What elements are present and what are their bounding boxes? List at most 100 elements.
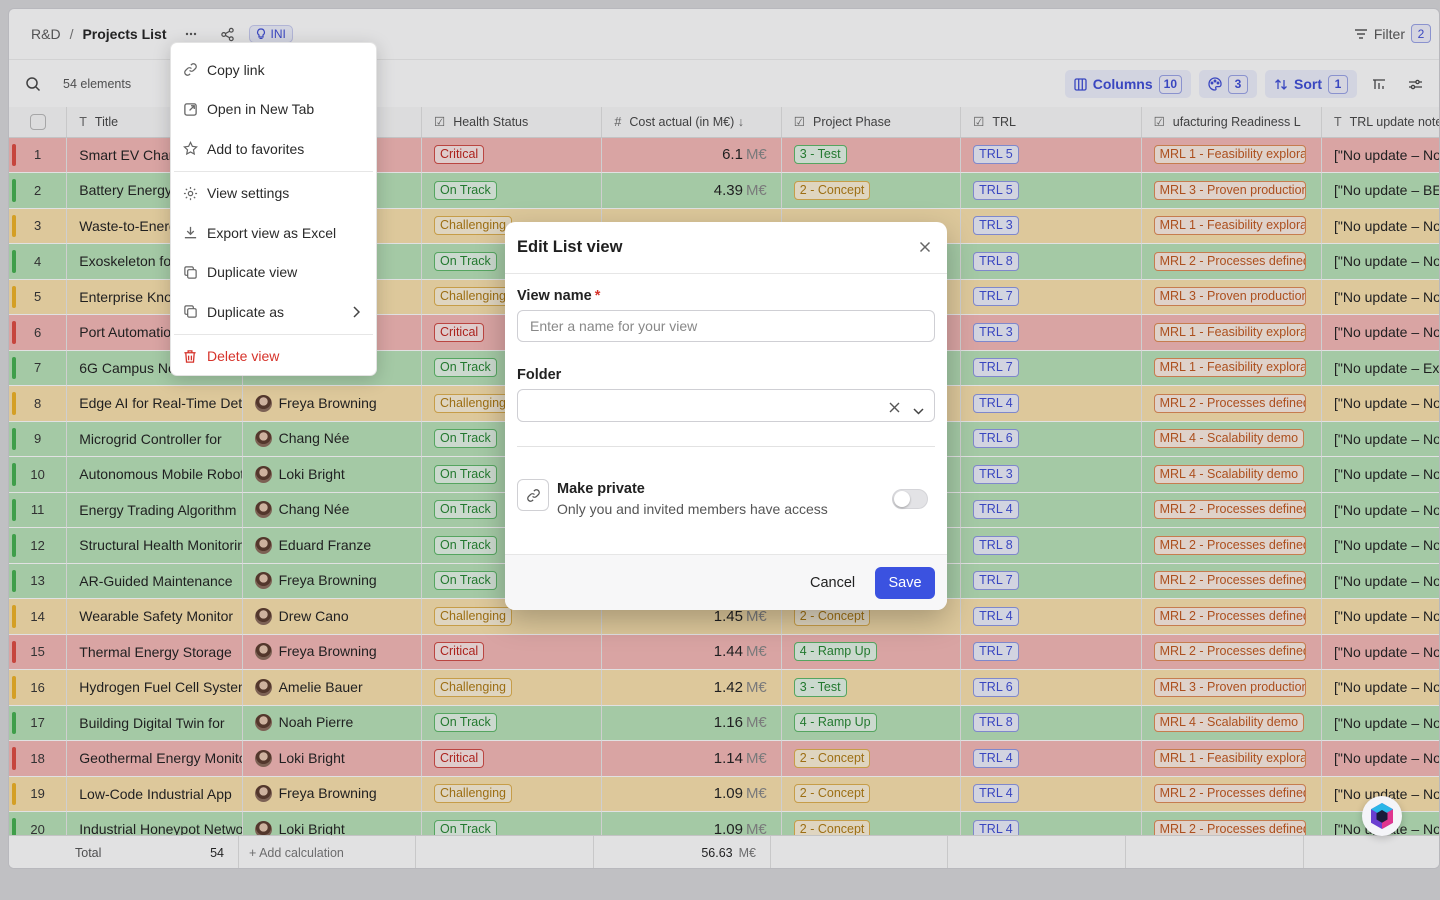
- cost-cell[interactable]: 4.39 M€: [601, 172, 782, 209]
- menu-item-copy-link[interactable]: Copy link: [171, 50, 376, 90]
- owner-cell[interactable]: Freya Browning: [242, 385, 422, 422]
- trl-cell[interactable]: TRL 4: [960, 385, 1142, 422]
- cancel-button[interactable]: Cancel: [798, 567, 867, 599]
- health-cell[interactable]: On Track: [421, 705, 603, 741]
- owner-cell[interactable]: Freya Browning: [242, 776, 422, 812]
- trl-cell[interactable]: TRL 3: [960, 208, 1142, 244]
- trl-cell[interactable]: TRL 6: [960, 421, 1142, 457]
- trl-note-cell[interactable]: ["No update – Exte: [1321, 350, 1439, 386]
- table-row[interactable]: 19 Low-Code Industrial App Freya Browning C…: [9, 776, 1439, 812]
- mrl-cell[interactable]: MRL 2 - Processes defined: [1141, 492, 1322, 528]
- owner-cell[interactable]: Chang Née: [242, 492, 422, 528]
- project-title-cell[interactable]: AR-Guided Maintenance: [66, 563, 243, 599]
- owner-cell[interactable]: Freya Browning: [242, 634, 422, 670]
- trl-note-cell[interactable]: ["No update – No n: [1321, 385, 1439, 422]
- trl-note-cell[interactable]: ["No update – No n: [1321, 776, 1439, 812]
- column-header-mrl[interactable]: ☑ ufacturing Readiness L: [1141, 107, 1322, 138]
- trl-note-cell[interactable]: ["No update – No n: [1321, 598, 1439, 635]
- trl-note-cell[interactable]: ["No update – No n: [1321, 137, 1439, 173]
- project-title-cell[interactable]: Autonomous Mobile Robots: [66, 456, 243, 493]
- project-title-cell[interactable]: Energy Trading Algorithm: [66, 492, 243, 528]
- owner-cell[interactable]: Chang Née: [242, 421, 422, 457]
- cost-cell[interactable]: 1.44 M€: [601, 634, 782, 670]
- owner-cell[interactable]: Drew Cano: [242, 598, 422, 635]
- mrl-cell[interactable]: MRL 3 - Proven production: [1141, 669, 1322, 706]
- trl-note-cell[interactable]: ["No update – No n: [1321, 243, 1439, 280]
- share-icon[interactable]: [220, 27, 235, 42]
- folder-select[interactable]: [517, 389, 935, 422]
- health-cell[interactable]: Critical: [421, 634, 603, 670]
- health-cell[interactable]: Critical: [421, 137, 603, 173]
- mrl-cell[interactable]: MRL 1 - Feasibility exploration: [1141, 350, 1322, 386]
- mrl-cell[interactable]: MRL 2 - Processes defined: [1141, 634, 1322, 670]
- trl-note-cell[interactable]: ["No update – No n: [1321, 563, 1439, 599]
- trl-cell[interactable]: TRL 4: [960, 776, 1142, 812]
- column-header-phase[interactable]: ☑ Project Phase: [781, 107, 962, 138]
- menu-item-add-favorites[interactable]: Add to favorites: [171, 129, 376, 169]
- search-icon[interactable]: [25, 76, 41, 92]
- filter-button[interactable]: Filter 2: [1354, 24, 1431, 43]
- cost-cell[interactable]: 1.16 M€: [601, 705, 782, 741]
- add-calculation-button[interactable]: + Add calculation: [239, 836, 416, 868]
- project-title-cell[interactable]: Microgrid Controller for: [66, 421, 243, 457]
- column-header-trl[interactable]: ☑ TRL: [960, 107, 1142, 138]
- cost-cell[interactable]: 6.1 M€: [601, 137, 782, 173]
- phase-cell[interactable]: 2 - Concept: [781, 740, 962, 777]
- owner-cell[interactable]: Loki Bright: [242, 456, 422, 493]
- trl-cell[interactable]: TRL 7: [960, 634, 1142, 670]
- make-private-toggle[interactable]: [892, 489, 928, 509]
- menu-item-open-new-tab[interactable]: Open in New Tab: [171, 90, 376, 130]
- mrl-cell[interactable]: MRL 1 - Feasibility exploration: [1141, 740, 1322, 777]
- clear-icon[interactable]: [889, 400, 900, 418]
- trl-note-cell[interactable]: ["No update – No n: [1321, 527, 1439, 564]
- mrl-cell[interactable]: MRL 1 - Feasibility exploration: [1141, 208, 1322, 244]
- health-cell[interactable]: Challenging: [421, 776, 603, 812]
- menu-item-delete-view[interactable]: Delete view: [171, 337, 376, 377]
- trl-note-cell[interactable]: ["No update – No n: [1321, 669, 1439, 706]
- table-row[interactable]: 2 Battery Energy Storage On Track 4.39 M€ 2 -…: [9, 172, 1439, 209]
- column-header-cost[interactable]: # Cost actual (in M€) ↓: [601, 107, 782, 138]
- mrl-cell[interactable]: MRL 2 - Processes defined: [1141, 385, 1322, 422]
- trl-note-cell[interactable]: ["No update – No n: [1321, 740, 1439, 777]
- column-header-trl-note[interactable]: T TRL update note: [1321, 107, 1439, 138]
- more-icon[interactable]: [184, 27, 198, 41]
- palette-button[interactable]: 3: [1199, 70, 1257, 98]
- mrl-cell[interactable]: MRL 4 - Scalability demo: [1141, 705, 1322, 741]
- project-title-cell[interactable]: Edge AI for Real-Time Detection: [66, 385, 243, 422]
- table-row[interactable]: 16 Hydrogen Fuel Cell System Amelie Bauer C…: [9, 669, 1439, 706]
- trl-cell[interactable]: TRL 4: [960, 598, 1142, 635]
- health-cell[interactable]: Critical: [421, 740, 603, 777]
- mrl-cell[interactable]: MRL 4 - Scalability demo: [1141, 421, 1322, 457]
- owner-cell[interactable]: Eduard Franze: [242, 527, 422, 564]
- mrl-cell[interactable]: MRL 2 - Processes defined: [1141, 527, 1322, 564]
- breadcrumb-current[interactable]: Projects List: [82, 26, 167, 42]
- trl-cell[interactable]: TRL 7: [960, 563, 1142, 599]
- phase-cell[interactable]: 4 - Ramp Up: [781, 705, 962, 741]
- mrl-cell[interactable]: MRL 3 - Proven production: [1141, 279, 1322, 315]
- project-title-cell[interactable]: Wearable Safety Monitor: [66, 598, 243, 635]
- owner-cell[interactable]: Loki Bright: [242, 740, 422, 777]
- trl-cell[interactable]: TRL 6: [960, 669, 1142, 706]
- owner-cell[interactable]: Amelie Bauer: [242, 669, 422, 706]
- mrl-cell[interactable]: MRL 1 - Feasibility exploration: [1141, 137, 1322, 173]
- project-title-cell[interactable]: Building Digital Twin for: [66, 705, 243, 741]
- trl-note-cell[interactable]: ["No update – No n: [1321, 421, 1439, 457]
- trl-cell[interactable]: TRL 8: [960, 243, 1142, 280]
- mrl-cell[interactable]: MRL 4 - Scalability demo: [1141, 456, 1322, 493]
- trl-note-cell[interactable]: ["No update – No n: [1321, 705, 1439, 741]
- assistant-launcher[interactable]: [1362, 796, 1402, 836]
- phase-cell[interactable]: 2 - Concept: [781, 172, 962, 209]
- menu-item-duplicate-view[interactable]: Duplicate view: [171, 253, 376, 293]
- health-cell[interactable]: On Track: [421, 172, 603, 209]
- trl-note-cell[interactable]: ["No update – BESS: [1321, 172, 1439, 209]
- save-button[interactable]: Save: [875, 567, 935, 599]
- project-title-cell[interactable]: Thermal Energy Storage: [66, 634, 243, 670]
- columns-button[interactable]: Columns 10: [1064, 70, 1191, 98]
- trl-note-cell[interactable]: ["No update – No n: [1321, 456, 1439, 493]
- mrl-cell[interactable]: MRL 2 - Processes defined: [1141, 598, 1322, 635]
- trl-cell[interactable]: TRL 3: [960, 456, 1142, 493]
- trl-note-cell[interactable]: ["No update – No n: [1321, 492, 1439, 528]
- trl-cell[interactable]: TRL 5: [960, 137, 1142, 173]
